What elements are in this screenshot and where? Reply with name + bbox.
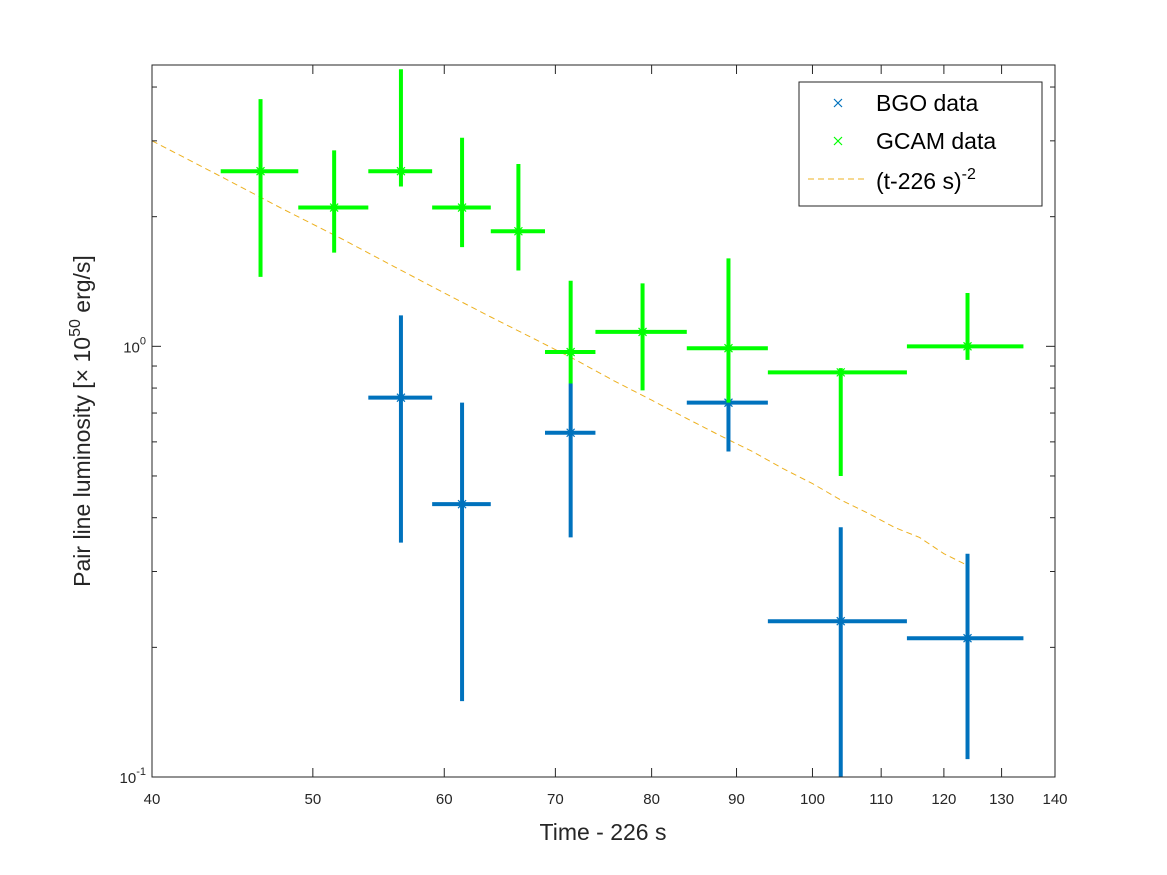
x-tick-label: 110 [869, 791, 893, 808]
x-tick-label: 140 [1042, 791, 1067, 808]
point-marker [836, 367, 846, 377]
data-point [220, 99, 299, 277]
point-marker [457, 203, 467, 212]
point-marker [513, 226, 523, 236]
data-point [432, 137, 491, 248]
point-marker [836, 616, 846, 626]
point-marker [329, 203, 339, 212]
data-point [490, 164, 546, 271]
legend-x-marker [833, 136, 843, 146]
data-point [767, 367, 907, 476]
series-gcam [220, 69, 1024, 476]
x-tick-label: 130 [989, 791, 1014, 808]
point-marker [396, 166, 406, 176]
x-tick-label: 90 [728, 791, 745, 808]
series-bgo [368, 315, 1024, 777]
point-marker [566, 428, 576, 438]
y-axis-label-base: 10 [69, 337, 95, 369]
legend-label-model: (t-226 s)-2 [876, 166, 976, 194]
x-tick-label: 120 [931, 791, 956, 808]
data-point [767, 527, 907, 777]
x-axis-ticks: 40 50 60 70 80 90 100 110 120 130 140 [144, 65, 1068, 808]
y-axis-label-exponent: 50 [67, 319, 84, 337]
point-marker [963, 341, 972, 351]
point-marker [963, 633, 972, 643]
model-line-path [151, 140, 968, 566]
legend-marker-bgo [833, 98, 843, 108]
x-tick-label: 100 [800, 791, 825, 808]
data-point [906, 292, 1024, 360]
point-marker [396, 393, 406, 403]
legend-label-gcam: GCAM data [876, 128, 996, 154]
point-marker [638, 327, 647, 337]
data-point [595, 283, 687, 391]
x-tick-label: 50 [304, 791, 321, 808]
point-marker [566, 347, 576, 357]
legend-marker-gcam [833, 136, 843, 146]
y-axis-label-times: × [69, 369, 95, 382]
x-axis-label: Time - 226 s [540, 819, 667, 845]
x-tick-label: 80 [643, 791, 660, 808]
x-tick-label: 70 [547, 791, 564, 808]
point-marker [724, 343, 733, 353]
legend-x-marker [833, 98, 843, 108]
legend: BGO data GCAM data (t-226 s)-2 [798, 81, 1043, 207]
x-tick-label: 60 [436, 791, 453, 808]
legend-box [798, 81, 1043, 207]
y-axis-label: Pair line luminosity [× 1050 erg/s] [67, 255, 95, 587]
x-tick-label: 40 [144, 791, 161, 808]
y-tick-label: 10-1 [120, 766, 146, 787]
y-tick-label-base: 10 [123, 339, 140, 356]
legend-label-model-exponent: -2 [962, 166, 976, 183]
point-marker [256, 166, 265, 176]
legend-label-bgo: BGO data [876, 90, 978, 116]
data-point [298, 150, 369, 253]
data-point [686, 258, 768, 403]
point-marker [457, 499, 467, 509]
y-tick-label-base: 10 [120, 770, 137, 787]
y-tick-label: 100 [123, 335, 146, 356]
data-series [220, 69, 1024, 777]
model-line [151, 140, 968, 566]
data-point [545, 280, 596, 384]
data-point [432, 402, 491, 702]
plot-frame [151, 64, 1056, 778]
data-point [368, 69, 433, 187]
y-axis-label-suffix: erg/s] [69, 255, 95, 319]
data-point [906, 553, 1024, 760]
y-axis-label-prefix: Pair line luminosity [ [69, 382, 95, 587]
data-point [368, 315, 433, 543]
legend-label-model-base: (t-226 s) [876, 168, 962, 194]
y-tick-label-exponent: 0 [140, 335, 146, 347]
data-point [545, 383, 596, 538]
y-tick-label-exponent: -1 [136, 766, 146, 778]
